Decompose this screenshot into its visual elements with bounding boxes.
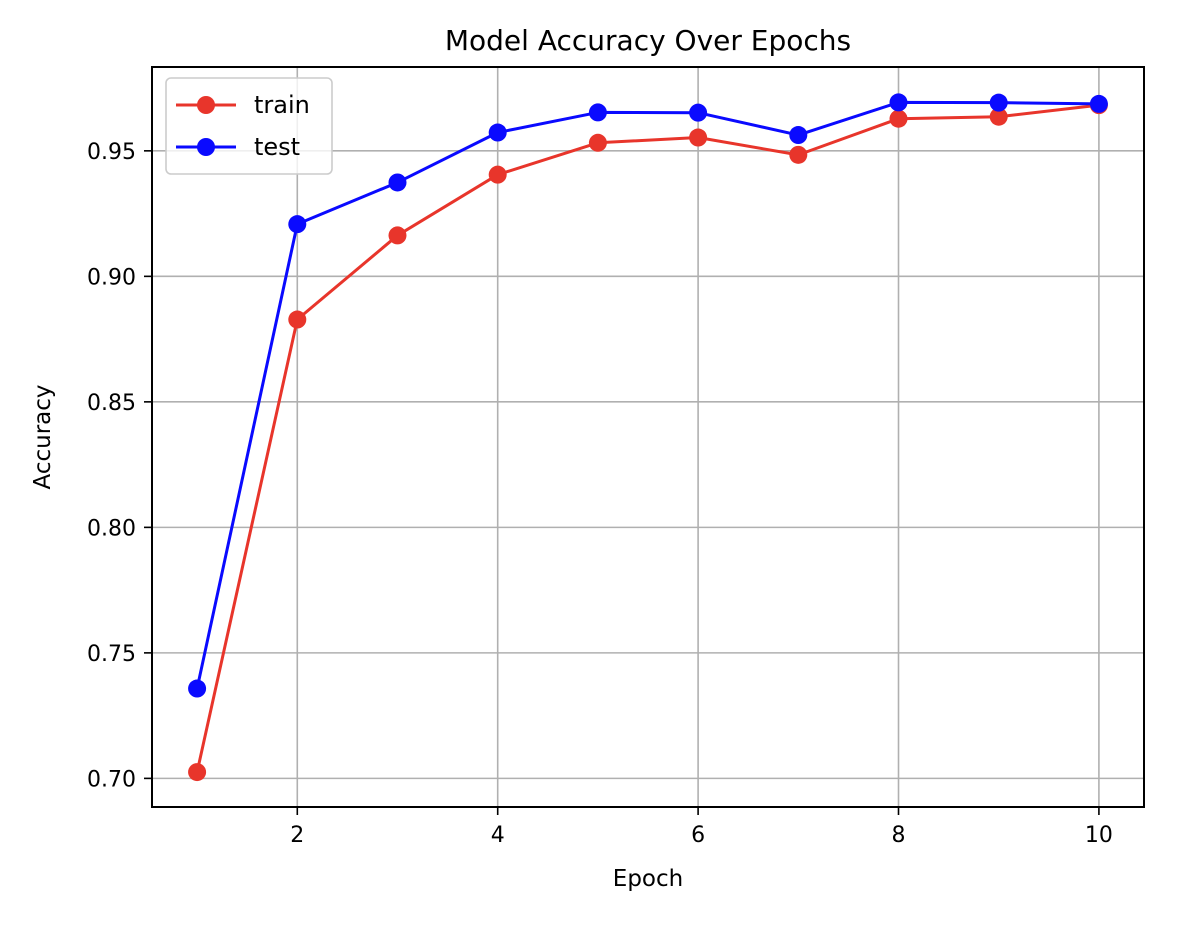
data-point-test (288, 215, 307, 234)
data-point-test (188, 679, 207, 698)
data-point-train (588, 133, 607, 152)
data-point-train (889, 109, 908, 128)
y-tick-label: 0.95 (87, 140, 136, 165)
series-line-train (195, 103, 1100, 773)
series-group (188, 93, 1108, 782)
y-tick-label: 0.80 (87, 516, 136, 541)
data-point-test (588, 103, 607, 122)
chart-title: Model Accuracy Over Epochs (445, 24, 851, 57)
x-tick-label: 2 (290, 823, 304, 848)
data-point-train (388, 226, 407, 245)
data-point-train (188, 763, 207, 782)
series-line-test (195, 100, 1099, 689)
data-point-test (989, 93, 1008, 112)
data-point-test (488, 123, 507, 142)
series-test (188, 93, 1108, 698)
x-tick-label: 6 (691, 823, 705, 848)
y-axis-label: Accuracy (30, 384, 56, 489)
data-point-test (689, 103, 708, 122)
legend-item-test: test (176, 133, 300, 161)
y-tick-label: 0.85 (87, 391, 136, 416)
y-tick-label: 0.75 (87, 642, 136, 667)
x-tick-label: 8 (892, 823, 906, 848)
data-point-train (689, 128, 708, 147)
data-point-test (889, 93, 908, 112)
data-point-test (1089, 94, 1108, 113)
x-tick-label: 10 (1085, 823, 1113, 848)
data-point-train (989, 107, 1008, 126)
legend-marker (197, 138, 215, 156)
axis-ticks: 2 4 6 8 10 0.70 0.75 0.80 0.85 0.90 0.95 (87, 140, 1113, 848)
legend: train test (165, 77, 333, 175)
legend-item-train: train (176, 91, 310, 119)
data-point-test (388, 173, 407, 192)
legend-label: train (254, 91, 310, 119)
y-tick-label: 0.90 (87, 265, 136, 290)
y-tick-label: 0.70 (87, 767, 136, 792)
x-axis-label: Epoch (613, 866, 683, 892)
legend-marker (197, 96, 215, 114)
x-tick-label: 4 (491, 823, 505, 848)
data-point-train (288, 310, 307, 329)
legend-label: test (254, 133, 300, 161)
data-point-test (789, 126, 808, 145)
data-point-train (488, 165, 507, 184)
plot-frame (151, 66, 1145, 808)
grid-lines (152, 67, 1144, 807)
data-point-train (789, 145, 808, 164)
